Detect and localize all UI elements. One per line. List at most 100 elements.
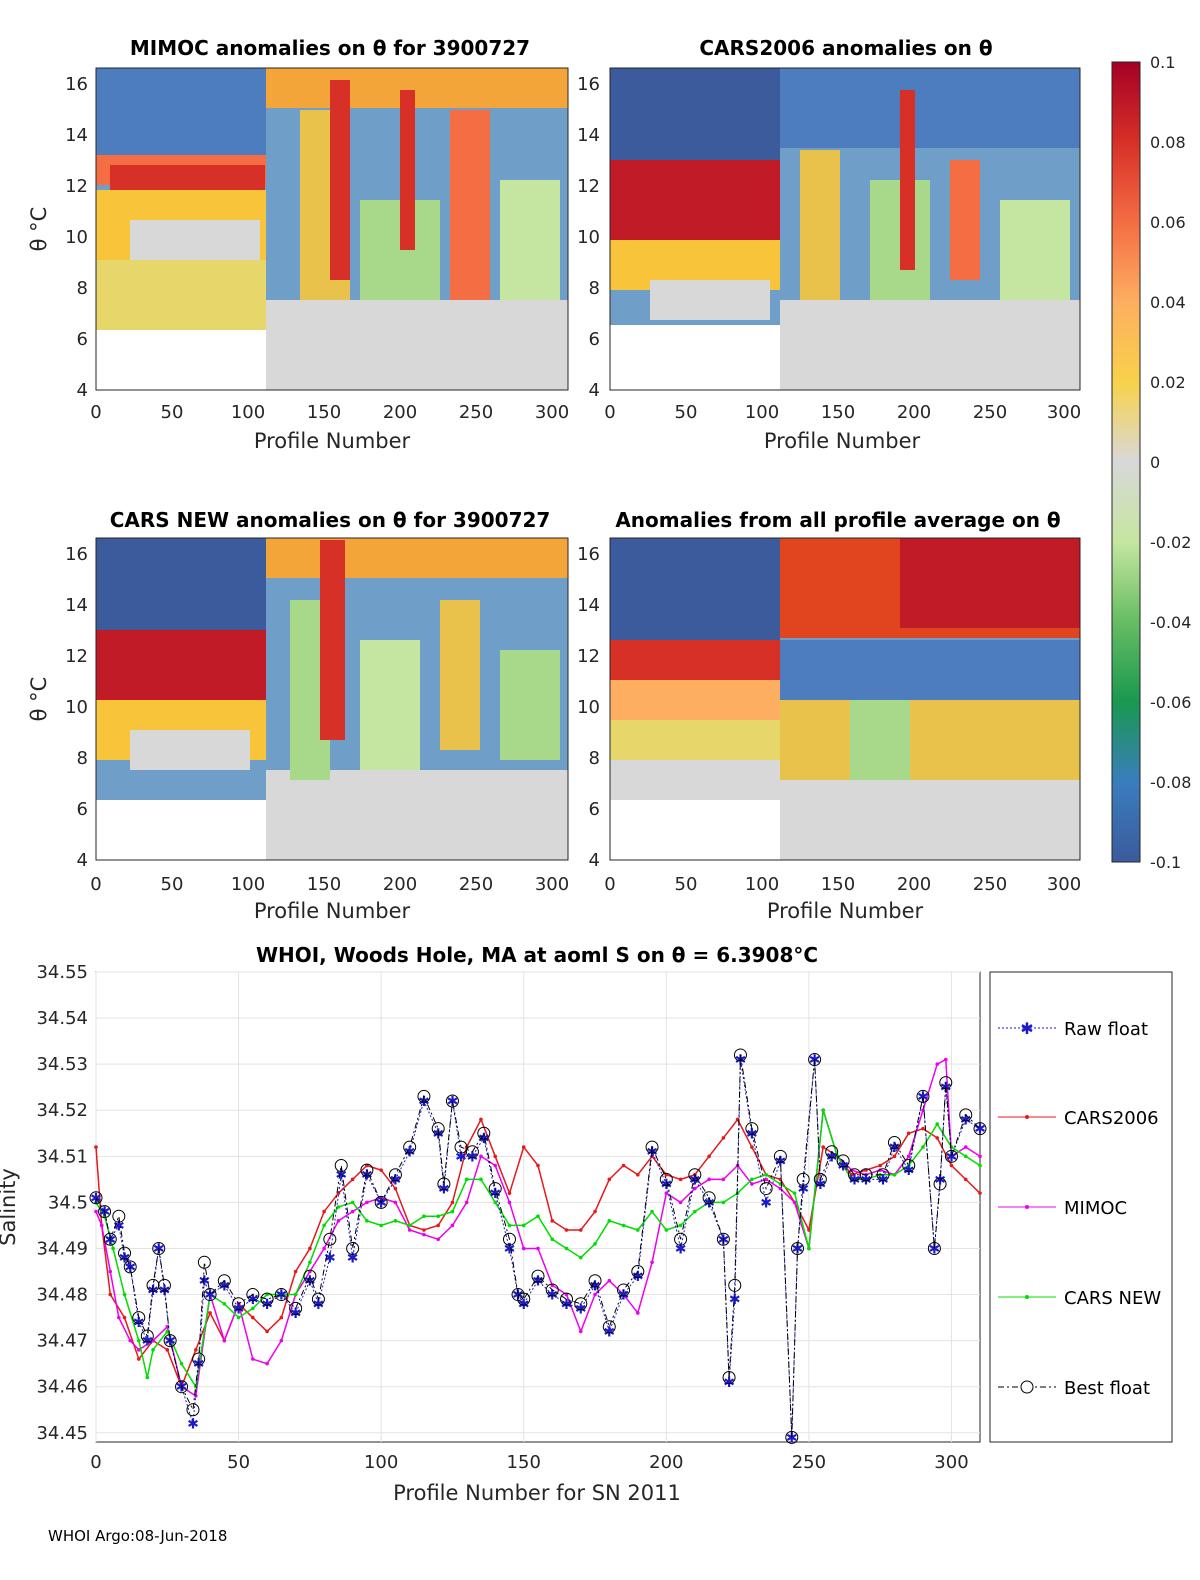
svg-text:100: 100 — [745, 402, 779, 423]
data-point: ✱ — [504, 1241, 516, 1257]
data-point — [393, 1219, 398, 1223]
data-point — [745, 1122, 759, 1136]
data-point — [678, 1223, 683, 1228]
y-tick-label: 34.48 — [36, 1285, 88, 1306]
data-point: ✱ — [113, 1218, 125, 1234]
svg-text:10: 10 — [577, 227, 600, 248]
data-point — [322, 1209, 326, 1214]
data-point — [111, 1246, 115, 1251]
y-ticks: 4 6 8 10 12 14 16 — [577, 544, 600, 871]
y-ticks: 4 6 8 10 12 14 16 — [65, 544, 88, 871]
svg-text:10: 10 — [65, 227, 88, 248]
svg-text:-0.08: -0.08 — [1150, 773, 1191, 792]
data-point — [617, 1283, 631, 1297]
data-point — [197, 1255, 211, 1269]
series-line — [95, 1058, 981, 1398]
data-point — [607, 1278, 612, 1283]
x-tick-label: 100 — [364, 1452, 398, 1473]
data-point — [279, 1315, 284, 1320]
legend-item-cars-new: CARS NEW — [998, 1288, 1161, 1309]
data-point — [479, 1154, 483, 1159]
svg-text:250: 250 — [973, 402, 1007, 423]
data-point — [493, 1163, 498, 1168]
data-point — [260, 1292, 274, 1306]
data-point — [222, 1338, 227, 1343]
data-point — [89, 1191, 103, 1205]
y-tick-label: 34.55 — [36, 962, 88, 983]
data-point: ✱ — [974, 1122, 986, 1138]
data-point — [607, 1177, 612, 1182]
data-point — [921, 1126, 925, 1131]
data-point — [112, 1209, 126, 1223]
svg-text:0.04: 0.04 — [1150, 293, 1186, 312]
data-point — [464, 1177, 469, 1182]
data-point: ✱ — [675, 1241, 687, 1257]
series-cars2006 — [94, 1117, 982, 1389]
svg-text:50: 50 — [161, 874, 184, 895]
data-point — [978, 1154, 982, 1159]
data-point — [645, 1140, 659, 1154]
data-point — [621, 1163, 626, 1168]
data-point — [407, 1223, 412, 1228]
data-point: ✱ — [347, 1251, 359, 1267]
data-point — [973, 1122, 987, 1136]
svg-text:12: 12 — [577, 176, 600, 197]
data-point — [493, 1200, 498, 1205]
data-point — [807, 1246, 811, 1251]
data-point — [721, 1136, 726, 1140]
data-point — [935, 1062, 940, 1066]
x-ticks: 0 50 100 150 200 250 300 — [604, 874, 1081, 895]
panel-all-profile-average: Anomalies from all profile average on θ … — [577, 508, 1081, 923]
data-point — [422, 1228, 426, 1232]
y-tick-label: 34.47 — [36, 1331, 88, 1352]
data-point — [927, 1241, 941, 1255]
data-point — [465, 1145, 479, 1159]
y-tick-label: 34.45 — [36, 1423, 88, 1444]
data-point — [574, 1297, 588, 1311]
data-point — [550, 1219, 555, 1223]
data-point — [807, 1228, 811, 1232]
legend: ✱ Raw float CARS2006 MIMOC CARS NEW — [989, 971, 1173, 1443]
data-point: ✱ — [90, 1191, 102, 1207]
data-point: ✱ — [792, 1241, 804, 1257]
svg-text:200: 200 — [897, 874, 931, 895]
svg-text:0: 0 — [90, 874, 101, 895]
data-point: ✱ — [929, 1241, 941, 1257]
svg-text:MIMOC: MIMOC — [1064, 1198, 1127, 1219]
data-point: ✱ — [187, 1417, 199, 1433]
svg-text:300: 300 — [535, 402, 569, 423]
data-point — [152, 1241, 166, 1255]
data-point — [118, 1246, 132, 1260]
data-point — [887, 1135, 901, 1149]
data-point — [293, 1292, 298, 1297]
svg-text:6: 6 — [589, 329, 600, 350]
data-point — [388, 1168, 402, 1182]
data-point — [479, 1117, 483, 1122]
data-point — [251, 1315, 255, 1320]
data-point — [602, 1320, 616, 1334]
data-point — [365, 1200, 369, 1205]
data-point — [650, 1209, 654, 1214]
data-point — [194, 1348, 198, 1352]
legend-item-mimoc: MIMOC — [998, 1198, 1127, 1219]
svg-text:-0.06: -0.06 — [1150, 693, 1191, 712]
colorbar-gradient — [1111, 61, 1141, 863]
series-best-float — [89, 1048, 987, 1444]
data-point — [650, 1260, 654, 1265]
x-tick-label: 150 — [507, 1452, 541, 1473]
svg-text:10: 10 — [65, 697, 88, 718]
panel-title: CARS2006 anomalies on θ — [699, 36, 992, 60]
panel-title: Anomalies from all profile average on θ — [615, 508, 1060, 532]
data-point — [933, 1177, 947, 1191]
data-point — [621, 1223, 626, 1228]
data-point — [128, 1338, 133, 1343]
data-point — [175, 1380, 189, 1394]
data-point — [236, 1315, 241, 1320]
svg-text:14: 14 — [65, 125, 88, 146]
data-point: ✱ — [786, 1430, 798, 1446]
x-axis-label: Profile Number — [764, 429, 921, 453]
data-point — [773, 1149, 787, 1163]
data-point: ✱ — [275, 1288, 287, 1304]
svg-text:100: 100 — [231, 874, 265, 895]
